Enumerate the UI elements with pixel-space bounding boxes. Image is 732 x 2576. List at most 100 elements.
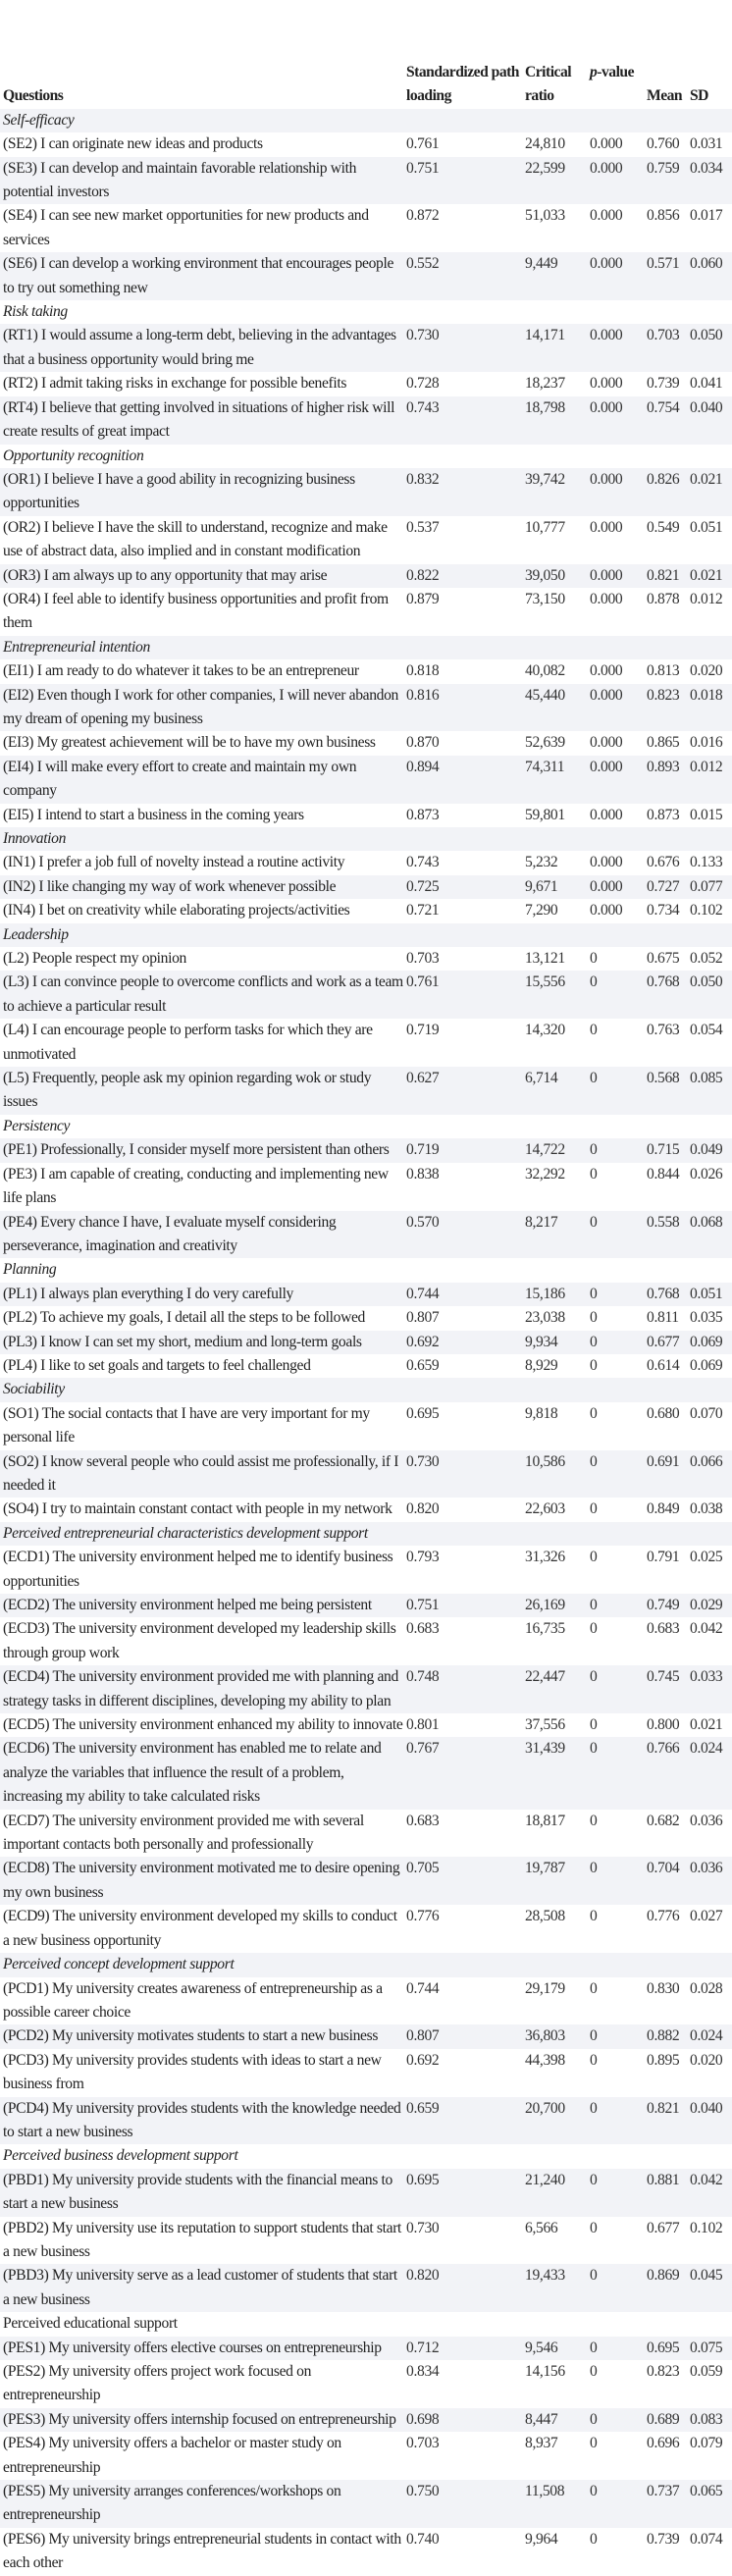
p-value-cell: 0 [590, 1668, 598, 1686]
standardized-path-loading-cell: 0.695 [406, 1404, 440, 1422]
p-value-cell: 0.000 [590, 375, 623, 393]
standardized-path-loading-cell: 0.703 [406, 2435, 440, 2452]
standardized-path-loading-cell: 0.570 [406, 1213, 440, 1231]
p-value-cell: 0 [590, 2530, 598, 2548]
p-value-cell: 0 [590, 1452, 598, 1470]
table-row: (EI3) My greatest achievement will be to… [0, 731, 732, 755]
standardized-path-loading-cell: 0.703 [406, 950, 440, 968]
sd-cell: 0.027 [690, 1908, 723, 1925]
standardized-path-loading-cell: 0.730 [406, 1452, 440, 1470]
critical-ratio-cell: 23,038 [525, 1309, 565, 1327]
question-cell: (PES5) My university arranges conference… [3, 2483, 341, 2524]
sd-cell: 0.018 [690, 686, 723, 704]
critical-ratio-cell: 59,801 [525, 806, 565, 823]
mean-cell: 0.865 [647, 734, 680, 752]
section-header-row: Planning [0, 1258, 732, 1282]
question-cell: (PES6) My university brings entrepreneur… [3, 2530, 401, 2572]
table-row: (PL4) I like to set goals and targets to… [0, 1354, 732, 1378]
sd-cell: 0.052 [690, 950, 723, 968]
table-row: (PCD2) My university motivates students … [0, 2024, 732, 2049]
section-title: Opportunity recognition [3, 447, 144, 464]
sd-cell: 0.024 [690, 2027, 723, 2045]
mean-cell: 0.823 [647, 2363, 680, 2380]
mean-cell: 0.549 [647, 518, 680, 536]
sd-cell: 0.051 [690, 518, 723, 536]
table-row: (ECD2) The university environment helped… [0, 1594, 732, 1618]
table-row: (EI1) I am ready to do whatever it takes… [0, 659, 732, 683]
p-value-cell: 0 [590, 1333, 598, 1350]
mean-cell: 0.727 [647, 877, 680, 895]
mean-cell: 0.558 [647, 1213, 680, 1231]
p-value-cell: 0 [590, 1620, 598, 1638]
p-value-cell: 0 [590, 1165, 598, 1183]
table-row: (PL2) To achieve my goals, I detail all … [0, 1306, 732, 1330]
question-cell: (ECD8) The university environment motiva… [3, 1860, 400, 1901]
sd-cell: 0.021 [690, 1716, 723, 1734]
sd-cell: 0.031 [690, 135, 723, 153]
question-cell: (ECD7) The university environment provid… [3, 1812, 364, 1854]
p-value-cell: 0.000 [590, 686, 623, 704]
table-row: (OR1) I believe I have a good ability in… [0, 467, 732, 516]
standardized-path-loading-cell: 0.725 [406, 877, 440, 895]
standardized-path-loading-cell: 0.744 [406, 1285, 440, 1302]
mean-cell: 0.844 [647, 1165, 680, 1183]
critical-ratio-cell: 11,508 [525, 2483, 565, 2500]
standardized-path-loading-cell: 0.721 [406, 902, 440, 920]
mean-cell: 0.881 [647, 2171, 680, 2188]
mean-cell: 0.680 [647, 1404, 680, 1422]
critical-ratio-cell: 32,292 [525, 1165, 565, 1183]
p-value-cell: 0 [590, 2027, 598, 2045]
p-value-cell: 0 [590, 1022, 598, 1039]
table-row: (PE1) Professionally, I consider myself … [0, 1138, 732, 1163]
critical-ratio-cell: 19,433 [525, 2267, 565, 2285]
p-value-cell: 0 [590, 1908, 598, 1925]
standardized-path-loading-cell: 0.627 [406, 1070, 440, 1087]
critical-ratio-cell: 18,237 [525, 375, 565, 393]
question-cell: (ECD2) The university environment helped… [3, 1597, 372, 1613]
question-cell: (EI4) I will make every effort to create… [3, 758, 357, 800]
sd-cell: 0.021 [690, 566, 723, 584]
standardized-path-loading-cell: 0.761 [406, 135, 440, 153]
question-cell: (PCD4) My university provides students w… [3, 2099, 401, 2140]
mean-cell: 0.768 [647, 973, 680, 991]
sd-cell: 0.036 [690, 1812, 723, 1829]
table-header: Questions Standardized path loading Crit… [0, 61, 732, 109]
mean-cell: 0.882 [647, 2027, 680, 2045]
table-row: (SO2) I know several people who could as… [0, 1449, 732, 1498]
p-value-cell: 0.000 [590, 806, 623, 823]
mean-cell: 0.677 [647, 2219, 680, 2236]
table-row: (ECD7) The university environment provid… [0, 1810, 732, 1858]
critical-ratio-cell: 39,050 [525, 566, 565, 584]
p-value-cell: 0 [590, 1500, 598, 1518]
question-cell: (L3) I can convince people to overcome c… [3, 973, 403, 1015]
sd-cell: 0.050 [690, 973, 723, 991]
question-cell: (SE4) I can see new market opportunities… [3, 207, 369, 248]
table-row: (PBD1) My university provide students wi… [0, 2168, 732, 2217]
question-cell: (PE1) Professionally, I consider myself … [3, 1141, 390, 1159]
critical-ratio-cell: 40,082 [525, 662, 565, 680]
table-row: (SO4) I try to maintain constant contact… [0, 1498, 732, 1521]
question-cell: (OR3) I am always up to any opportunity … [3, 566, 328, 584]
p-value-cell: 0.000 [590, 470, 623, 488]
section-title: Sociability [3, 1381, 65, 1398]
critical-ratio-cell: 9,934 [525, 1333, 558, 1350]
critical-ratio-cell: 36,803 [525, 2027, 565, 2045]
standardized-path-loading-cell: 0.822 [406, 566, 440, 584]
critical-ratio-cell: 26,169 [525, 1597, 565, 1613]
section-title: Perceived concept development support [3, 1956, 235, 1973]
table-row: (ECD6) The university environment has en… [0, 1737, 732, 1810]
standardized-path-loading-cell: 0.728 [406, 375, 440, 393]
standardized-path-loading-cell: 0.870 [406, 734, 440, 752]
p-value-cell: 0 [590, 1213, 598, 1231]
critical-ratio-cell: 14,171 [525, 327, 565, 344]
critical-ratio-cell: 22,603 [525, 1500, 565, 1518]
section-title: Entrepreneurial intention [3, 638, 150, 656]
sd-cell: 0.042 [690, 1620, 723, 1638]
sd-cell: 0.025 [690, 1549, 723, 1566]
critical-ratio-cell: 14,156 [525, 2363, 565, 2380]
question-cell: (IN1) I prefer a job full of novelty ins… [3, 854, 345, 871]
mean-cell: 0.696 [647, 2435, 680, 2452]
p-value-cell: 0 [590, 2099, 598, 2117]
sd-cell: 0.040 [690, 398, 723, 416]
critical-ratio-cell: 22,599 [525, 159, 565, 177]
